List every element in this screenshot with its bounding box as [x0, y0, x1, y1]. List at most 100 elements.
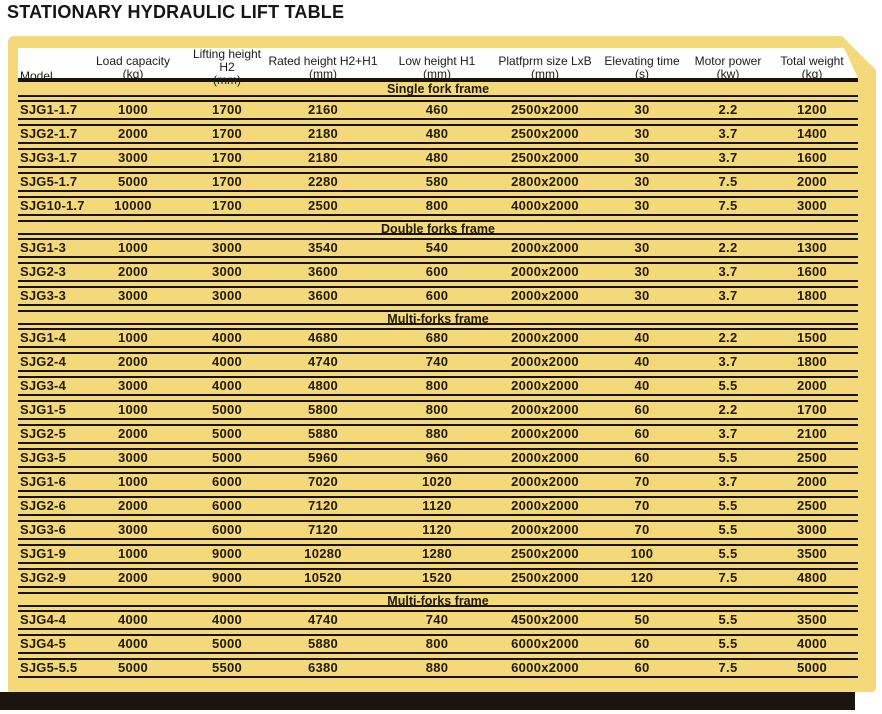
value-cell: 2500 — [796, 450, 828, 465]
value-cell: 6000x2000 — [511, 636, 579, 651]
value-cell: 3000 — [117, 522, 149, 537]
value-cell: 3.7 — [718, 354, 738, 369]
value-cell: 3.7 — [718, 150, 738, 165]
value-cell: 2000 — [117, 570, 149, 585]
section-header: Single fork frame — [18, 82, 858, 97]
value-cell: 4800 — [307, 378, 339, 393]
table-row: SJG2-6 2000 6000 7120 1120 2000x2000 70 5.5 2500 — [18, 496, 858, 516]
value-cell: 5000 — [211, 402, 243, 417]
value-cell: 10280 — [304, 546, 342, 561]
value-cell: 5000 — [117, 174, 149, 189]
value-cell: 4500x2000 — [511, 612, 579, 627]
value-cell: 40 — [634, 330, 650, 345]
table-row: SJG1-9 1000 9000 10280 1280 2500x2000 100 5.5 35… — [18, 544, 858, 564]
column-header-platfprm-size-lxb: Platfprm size LxB (mm) — [496, 54, 594, 81]
model-cell: SJG4-4 — [20, 612, 67, 627]
value-cell: 5880 — [307, 426, 339, 441]
value-cell: 2000x2000 — [511, 402, 579, 417]
column-header-model: Model — [18, 70, 80, 87]
value-cell: 30 — [634, 126, 650, 141]
model-cell: SJG2-5 — [20, 426, 67, 441]
value-cell: 1200 — [796, 102, 828, 117]
value-cell: 30 — [634, 198, 650, 213]
section-header: Multi-forks frame — [18, 592, 858, 608]
value-cell: 30 — [634, 150, 650, 165]
model-cell: SJG1-4 — [20, 330, 67, 345]
column-label: Elevating time — [604, 53, 680, 68]
value-cell: 30 — [634, 288, 650, 303]
value-cell: 2000 — [117, 354, 149, 369]
value-cell: 3600 — [307, 264, 339, 279]
value-cell: 30 — [634, 174, 650, 189]
value-cell: 120 — [630, 570, 654, 585]
value-cell: 2000x2000 — [511, 240, 579, 255]
column-unit: (mm) — [213, 73, 241, 87]
value-cell: 3000 — [796, 522, 828, 537]
table-row: SJG1-4 1000 4000 4680 680 2000x2000 40 2.2 1500 — [18, 328, 858, 348]
value-cell: 3000 — [117, 150, 149, 165]
value-cell: 2000 — [117, 498, 149, 513]
value-cell: 70 — [634, 474, 650, 489]
value-cell: 5000 — [211, 450, 243, 465]
model-cell: SJG5-5.5 — [20, 660, 78, 675]
value-cell: 60 — [634, 636, 650, 651]
model-cell: SJG3-4 — [20, 378, 67, 393]
value-cell: 1500 — [796, 330, 828, 345]
value-cell: 2000 — [117, 126, 149, 141]
column-label: Total weight — [780, 53, 844, 68]
value-cell: 2500x2000 — [511, 102, 579, 117]
value-cell: 2000x2000 — [511, 450, 579, 465]
value-cell: 1700 — [211, 174, 243, 189]
value-cell: 1800 — [796, 288, 828, 303]
value-cell: 1000 — [117, 240, 149, 255]
value-cell: 3600 — [307, 288, 339, 303]
value-cell: 50 — [634, 612, 650, 627]
model-cell: SJG2-6 — [20, 498, 67, 513]
model-cell: SJG2-4 — [20, 354, 67, 369]
value-cell: 5880 — [307, 636, 339, 651]
value-cell: 800 — [425, 378, 449, 393]
value-cell: 3000 — [211, 240, 243, 255]
value-cell: 1120 — [422, 522, 452, 537]
value-cell: 1280 — [421, 546, 453, 561]
model-cell: SJG4-5 — [20, 636, 67, 651]
value-cell: 3.7 — [718, 126, 738, 141]
column-unit: (kg) — [122, 66, 144, 81]
value-cell: 3000 — [211, 288, 243, 303]
value-cell: 60 — [634, 660, 650, 675]
value-cell: 6000 — [211, 474, 243, 489]
value-cell: 540 — [425, 240, 449, 255]
value-cell: 1000 — [117, 402, 149, 417]
column-label: Lifting height H2 — [192, 47, 262, 74]
column-label: Motor power — [694, 53, 762, 68]
value-cell: 3.7 — [718, 264, 738, 279]
value-cell: 4000 — [117, 612, 149, 627]
value-cell: 40 — [634, 378, 650, 393]
value-cell: 4800 — [796, 570, 828, 585]
value-cell: 600 — [425, 288, 449, 303]
value-cell: 480 — [425, 126, 449, 141]
section-header: Double forks frame — [18, 220, 858, 236]
value-cell: 4000 — [211, 330, 243, 345]
table-row: SJG10-1.7 10000 1700 2500 800 4000x2000 30 7.5 3… — [18, 196, 858, 216]
model-cell: SJG1-5 — [20, 402, 67, 417]
model-cell: SJG1-9 — [20, 546, 67, 561]
value-cell: 480 — [425, 150, 449, 165]
value-cell: 5000 — [211, 426, 243, 441]
value-cell: 2000x2000 — [511, 498, 579, 513]
column-label: Low height H1 — [398, 53, 476, 68]
value-cell: 740 — [425, 612, 449, 627]
page-title: STATIONARY HYDRAULIC LIFT TABLE — [7, 2, 345, 22]
column-label: Rated height H2+H1 — [268, 53, 378, 68]
value-cell: 4740 — [307, 612, 339, 627]
value-cell: 580 — [425, 174, 449, 189]
value-cell: 7.5 — [718, 174, 738, 189]
table-row: SJG4-4 4000 4000 4740 740 4500x2000 50 5.5 3500 — [18, 610, 858, 630]
value-cell: 2000x2000 — [511, 522, 579, 537]
column-header-load-capacity: Load capacity (kg) — [80, 54, 186, 81]
table-row: SJG3-1.7 3000 1700 2180 480 2500x2000 30 3.7 160… — [18, 148, 858, 168]
value-cell: 2280 — [307, 174, 339, 189]
value-cell: 5000 — [796, 660, 828, 675]
value-cell: 2.2 — [718, 330, 738, 345]
